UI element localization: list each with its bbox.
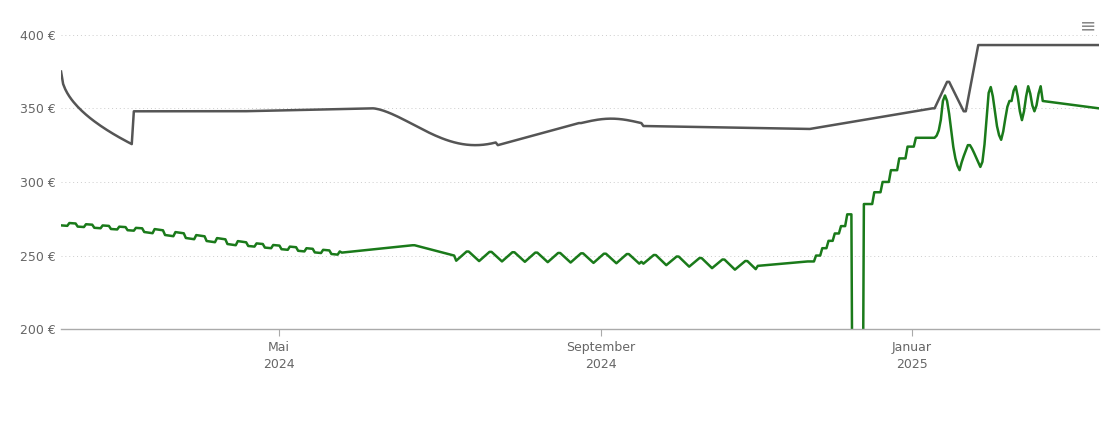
Text: ≡: ≡ <box>1080 17 1097 36</box>
